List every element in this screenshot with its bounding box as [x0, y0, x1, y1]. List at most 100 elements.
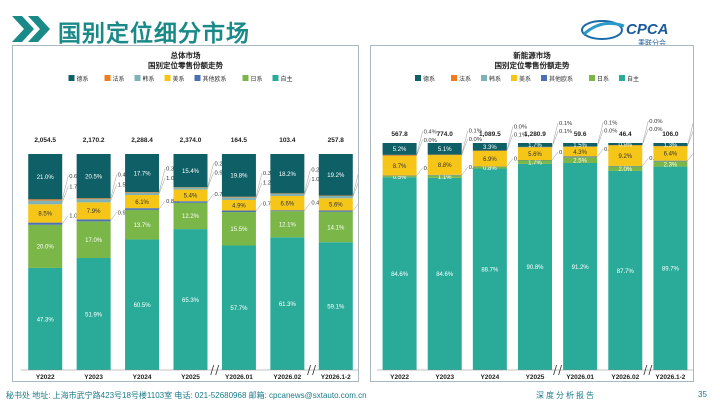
legend-swatch-2: [134, 75, 141, 81]
total-label: 2,054.5: [34, 137, 56, 144]
callout-line: [61, 175, 69, 201]
bar-segment-德系: [518, 143, 552, 147]
data-label: 57.7%: [230, 306, 248, 312]
bar-segment-自主: [318, 242, 353, 370]
bar-segment-自主: [518, 163, 552, 370]
legend-label: 韩系: [489, 75, 501, 83]
callout-line: [110, 174, 117, 199]
logo-swoosh-icon: [583, 21, 625, 36]
legend-label: 法系: [459, 75, 471, 83]
data-label: 0.2%: [215, 161, 228, 167]
data-label: 1.0%: [311, 177, 324, 183]
data-label: 84.6%: [391, 272, 409, 278]
bar-segment-德系: [28, 154, 63, 200]
legend-label: 美系: [173, 75, 185, 83]
callout-line: [596, 148, 604, 157]
data-label: 60.5%: [134, 303, 152, 309]
callout-line: [506, 158, 514, 167]
data-label: 1.0%: [69, 214, 82, 220]
bar-segment-美系: [518, 147, 552, 161]
legend-label: 自主: [627, 75, 639, 83]
data-label: 0.8%: [483, 166, 497, 172]
bar-segment-法系: [76, 198, 111, 200]
data-label: 2.3%: [664, 162, 678, 168]
data-label: 0.4%: [311, 201, 324, 207]
bar-segment-日系: [563, 157, 598, 163]
bar-segment-德系: [270, 154, 305, 194]
legend-label: 德系: [423, 75, 435, 83]
legend-swatch-5: [589, 75, 595, 81]
data-label: 13.7%: [134, 223, 152, 229]
bar-segment-日系: [472, 166, 507, 169]
data-label: 0.3%: [166, 167, 179, 173]
page-title: 国别定位细分市场: [58, 20, 250, 46]
total-label: 106.0: [662, 131, 679, 138]
bar-segment-日系: [28, 224, 63, 268]
legend-label: 法系: [113, 75, 125, 83]
data-label: 0.7%: [263, 201, 276, 207]
bar-segment-其他欧系: [125, 208, 160, 210]
bar-segment-德系: [472, 143, 507, 151]
callout-line: [158, 200, 166, 210]
bar-segment-其他欧系: [653, 160, 688, 162]
data-label: 0.4%: [424, 129, 437, 135]
nev-market-panel: 新能源市场 国别定位零售份额走势 德系 法系 韩系 美系 其他欧系 日系 自主 84.6% 0.5%…: [370, 45, 694, 382]
callout-line: [110, 184, 117, 201]
total-label: 1,280.9: [524, 131, 546, 138]
callout-line: [207, 193, 214, 203]
legend-label: 日系: [251, 75, 263, 83]
data-label: 7.9%: [87, 209, 101, 215]
x-tick-label: Y2025: [181, 374, 200, 381]
bar-segment-德系: [563, 143, 598, 147]
data-label: 5.4%: [184, 194, 198, 200]
bar-segment-其他欧系: [28, 222, 63, 225]
data-label: 1.2%: [263, 181, 276, 187]
data-label: 17.7%: [134, 171, 152, 177]
footer: 秘书处 地址: 上海市武宁路423号18号楼1103室 电话: 021-5268…: [0, 385, 720, 405]
logo-text: CPCA: [626, 21, 669, 38]
data-label: 6.9%: [483, 157, 497, 163]
data-label: 19.2%: [327, 173, 345, 179]
bar-segment-自主: [382, 177, 417, 370]
x-tick-label: Y2023: [435, 374, 454, 381]
bar-segment-韩系: [76, 199, 111, 203]
total-label: 2,288.4: [131, 137, 153, 144]
page-number: 35: [698, 390, 707, 399]
callout-line: [551, 131, 559, 148]
bar-segment-其他欧系: [563, 156, 598, 158]
x-tick-label: Y2026.1-2: [655, 374, 685, 381]
data-label: 15.5%: [230, 227, 248, 233]
data-label: 0.9%: [618, 142, 632, 148]
bar-segment-韩系: [173, 187, 208, 190]
title-bar: 国别定位细分市场: [12, 12, 612, 48]
data-label: 0.0%: [604, 129, 617, 135]
bar-segment-法系: [125, 192, 160, 193]
legend-swatch-5: [242, 75, 249, 81]
bar-segment-韩系: [318, 195, 353, 199]
data-label: 91.2%: [572, 265, 590, 271]
bar-segment-韩系: [28, 200, 63, 205]
callout-line: [61, 186, 69, 203]
bar-segment-德系: [653, 143, 688, 146]
bar-segment-其他欧系: [173, 201, 208, 203]
bar-segment-自主: [472, 168, 507, 370]
data-label: 4.9%: [232, 204, 246, 210]
callout-line: [687, 130, 693, 147]
data-label: 51.9%: [85, 312, 103, 318]
data-label: 5.6%: [329, 203, 343, 209]
axis-break-mark: [558, 364, 562, 376]
bar-segment-自主: [270, 237, 305, 370]
bar-segment-日系: [270, 211, 305, 238]
axis-break-mark: [553, 364, 557, 376]
callout-line: [158, 177, 166, 195]
callout-line: [642, 158, 649, 167]
total-label: 46.4: [619, 131, 632, 138]
bar-segment-自主: [653, 166, 688, 370]
axis-break-mark: [312, 364, 316, 376]
callout-line: [416, 139, 423, 156]
callout-line: [255, 172, 263, 198]
total-label: 1,089.5: [479, 131, 501, 138]
bar-segment-美系: [382, 155, 417, 176]
total-label: 2,170.2: [83, 137, 105, 144]
